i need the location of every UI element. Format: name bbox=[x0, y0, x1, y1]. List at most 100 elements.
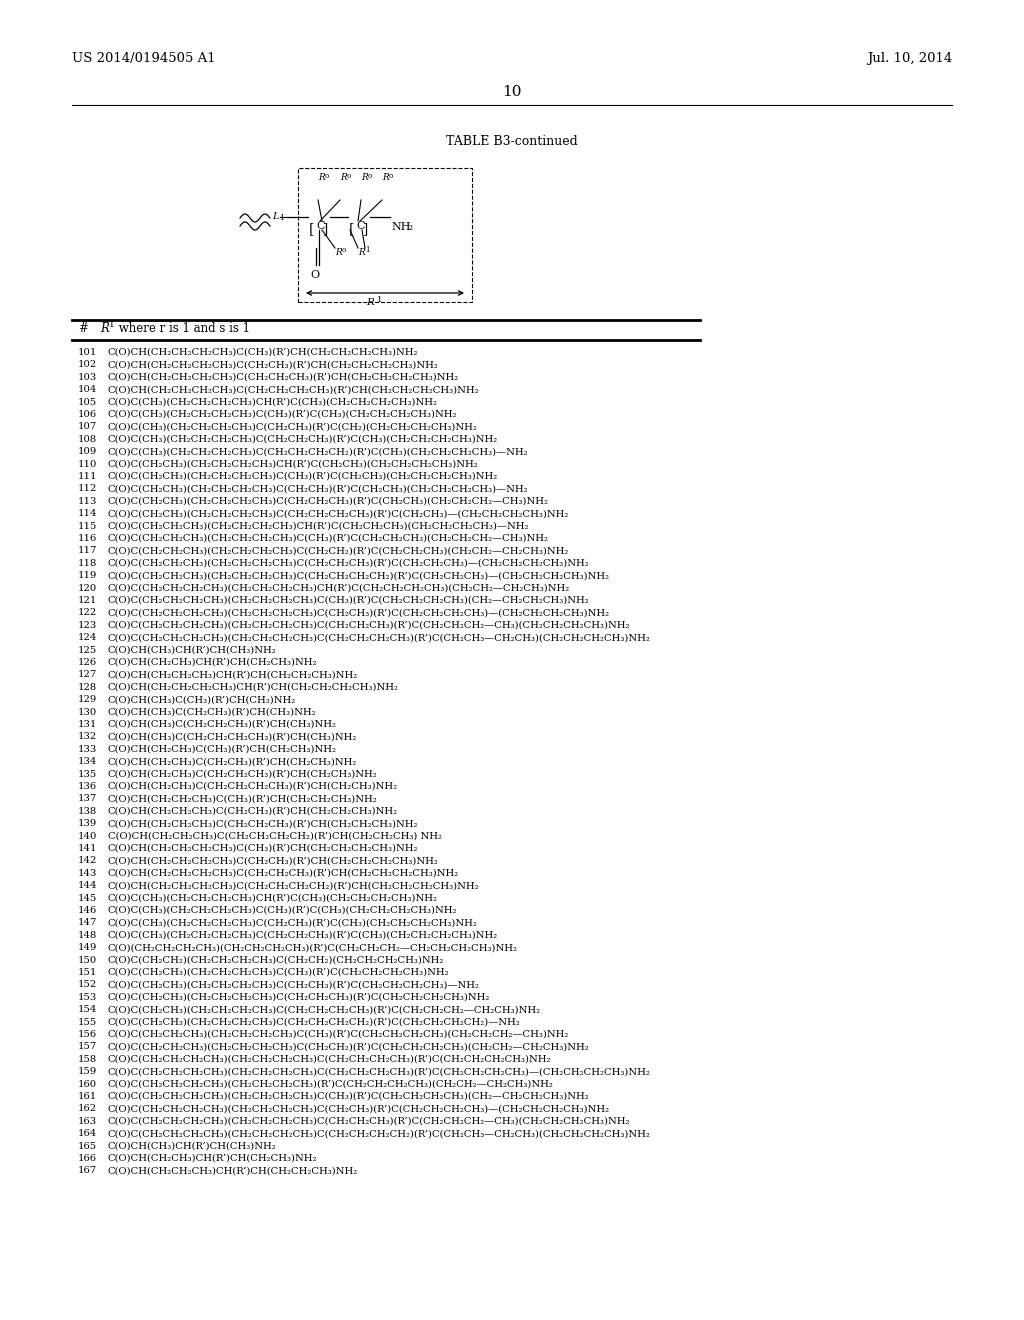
Text: C(O)C(CH₃)(CH₂CH₂CH₂CH₃)C(CH₃)(R’)C(CH₃)(CH₂CH₂CH₂CH₃)NH₂: C(O)C(CH₃)(CH₂CH₂CH₂CH₃)C(CH₃)(R’)C(CH₃)… bbox=[108, 906, 458, 915]
Text: 115: 115 bbox=[78, 521, 97, 531]
Text: ]: ] bbox=[362, 222, 369, 236]
Text: C(O)CH(CH₂CH₂CH₃)C(CH₂CH₂CH₃)(R’)CH(CH₂CH₂CH₃)NH₂: C(O)CH(CH₂CH₂CH₃)C(CH₂CH₂CH₃)(R’)CH(CH₂C… bbox=[108, 820, 419, 828]
Text: C(O)C(CH₂CH₃)(CH₂CH₂CH₂CH₃)C(CH₂CH₃)(R’)C(CH₂CH₃)(CH₂CH₂CH₂CH₃)—NH₂: C(O)C(CH₂CH₃)(CH₂CH₂CH₂CH₃)C(CH₂CH₃)(R’)… bbox=[108, 484, 528, 494]
Text: R: R bbox=[318, 173, 325, 182]
Text: C: C bbox=[356, 220, 365, 231]
Text: C(O)C(CH₂CH₂CH₂CH₃)(CH₂CH₂CH₂CH₃)C(CH₂CH₂CH₃)(R’)C(CH₂CH₂CH₂—CH₃)(CH₂CH₂CH₂CH₃)N: C(O)C(CH₂CH₂CH₂CH₃)(CH₂CH₂CH₂CH₃)C(CH₂CH… bbox=[108, 1117, 631, 1126]
Text: 152: 152 bbox=[78, 981, 97, 990]
Text: 142: 142 bbox=[78, 857, 97, 866]
Text: 114: 114 bbox=[78, 510, 97, 519]
Text: 103: 103 bbox=[78, 372, 97, 381]
Text: C(O)C(CH₂CH₂CH₃)(CH₂CH₂CH₂CH₃)C(CH₃)(R’)C(CH₂CH₂CH₃)(CH₂CH₂CH₂—CH₃)NH₂: C(O)C(CH₂CH₂CH₃)(CH₂CH₂CH₂CH₃)C(CH₃)(R’)… bbox=[108, 535, 549, 543]
Text: C(O)C(CH₂CH₂CH₂CH₃)(CH₂CH₂CH₂CH₃)C(CH₂CH₂CH₂CH₃)(R’)C(CH₂CH₃—CH₂CH₃)(CH₂CH₂CH₂CH: C(O)C(CH₂CH₂CH₂CH₃)(CH₂CH₂CH₂CH₃)C(CH₂CH… bbox=[108, 634, 651, 643]
Text: C(O)C(CH₂CH₂CH₂CH₃)(CH₂CH₂CH₂CH₃)C(CH₂CH₃)(R’)C(CH₂CH₂CH₂CH₃)—(CH₂CH₂CH₂CH₃)NH₂: C(O)C(CH₂CH₂CH₂CH₃)(CH₂CH₂CH₂CH₃)C(CH₂CH… bbox=[108, 609, 610, 618]
Text: 139: 139 bbox=[78, 820, 97, 828]
Text: C(O)C(CH₂CH₃)(CH₂CH₂CH₂CH₃)C(CH₃)(R’)C(CH₂CH₂CH₂CH₃)NH₂: C(O)C(CH₂CH₃)(CH₂CH₂CH₂CH₃)C(CH₃)(R’)C(C… bbox=[108, 968, 450, 977]
Text: C(O)CH(CH₂CH₃)C(CH₂CH₂CH₂CH₃)(R’)CH(CH₂CH₃)NH₂: C(O)CH(CH₂CH₃)C(CH₂CH₂CH₂CH₃)(R’)CH(CH₂C… bbox=[108, 781, 398, 791]
Text: 149: 149 bbox=[78, 944, 97, 952]
Text: C(O)CH(CH₃)C(CH₂CH₃)(R’)CH(CH₃)NH₂: C(O)CH(CH₃)C(CH₂CH₃)(R’)CH(CH₃)NH₂ bbox=[108, 708, 316, 717]
Text: 119: 119 bbox=[78, 572, 97, 581]
Text: 1: 1 bbox=[365, 246, 370, 253]
Text: C(O)CH(CH₂CH₂CH₂CH₃)C(CH₃)(R’)CH(CH₂CH₂CH₂CH₃)NH₂: C(O)CH(CH₂CH₂CH₂CH₃)C(CH₃)(R’)CH(CH₂CH₂C… bbox=[108, 348, 419, 356]
Text: C(O)CH(CH₂CH₂CH₂CH₃)C(CH₂CH₂CH₂CH₂)(R’)CH(CH₂CH₂CH₂CH₃)NH₂: C(O)CH(CH₂CH₂CH₂CH₃)C(CH₂CH₂CH₂CH₂)(R’)C… bbox=[108, 882, 479, 890]
Text: 102: 102 bbox=[78, 360, 97, 370]
Text: R: R bbox=[358, 248, 365, 257]
Text: 109: 109 bbox=[78, 447, 97, 457]
Text: C(O)C(CH₂CH₂CH₂CH₃)(CH₂CH₂CH₂CH₃)C(CH₂CH₃)(R’)C(CH₂CH₂CH₂CH₃)—(CH₂CH₂CH₂CH₃)NH₂: C(O)C(CH₂CH₂CH₂CH₃)(CH₂CH₂CH₂CH₃)C(CH₂CH… bbox=[108, 1105, 610, 1113]
Text: C(O)C(CH₂CH₃)(CH₂CH₂CH₂CH₃)C(CH₂CH₂CH₃)(R’)C(CH₂CH₂CH₂CH₃)NH₂: C(O)C(CH₂CH₃)(CH₂CH₂CH₂CH₃)C(CH₂CH₂CH₃)(… bbox=[108, 993, 490, 1002]
Text: 126: 126 bbox=[78, 657, 97, 667]
Text: 134: 134 bbox=[78, 758, 97, 766]
Text: C(O)C(CH₂CH₂CH₂CH₃)(CH₂CH₂CH₂CH₃)C(CH₂CH₂CH₂CH₃)(R’)C(CH₂CH₂CH₂CH₃)NH₂: C(O)C(CH₂CH₂CH₂CH₃)(CH₂CH₂CH₂CH₃)C(CH₂CH… bbox=[108, 1055, 552, 1064]
Text: 111: 111 bbox=[78, 473, 97, 480]
Text: C(O)CH(CH₃)CH(R’)CH(CH₃)NH₂: C(O)CH(CH₃)CH(R’)CH(CH₃)NH₂ bbox=[108, 1142, 276, 1151]
Text: C(O)C(CH₃)(CH₂CH₂CH₂CH₃)CH(R’)C(CH₃)(CH₂CH₂CH₂CH₃)NH₂: C(O)C(CH₃)(CH₂CH₂CH₂CH₃)CH(R’)C(CH₃)(CH₂… bbox=[108, 397, 438, 407]
Text: 144: 144 bbox=[78, 882, 97, 890]
Text: 165: 165 bbox=[78, 1142, 97, 1151]
Text: C(O)CH(CH₂CH₂CH₂CH₃)C(CH₂CH₃)(R’)CH(CH₂CH₂CH₂CH₃)NH₂: C(O)CH(CH₂CH₂CH₂CH₃)C(CH₂CH₃)(R’)CH(CH₂C… bbox=[108, 360, 439, 370]
Text: C(O)CH(CH₂CH₂CH₂CH₃)C(CH₂CH₂CH₃)(R’)CH(CH₂CH₂CH₂CH₃)NH₂: C(O)CH(CH₂CH₂CH₂CH₃)C(CH₂CH₂CH₃)(R’)CH(C… bbox=[108, 869, 459, 878]
Text: [: [ bbox=[309, 222, 314, 236]
Text: where r is 1 and s is 1: where r is 1 and s is 1 bbox=[115, 322, 250, 335]
Text: 130: 130 bbox=[78, 708, 97, 717]
Text: C(O)C(CH₂CH₂CH₃)(CH₂CH₂CH₂CH₃)C(CH₂CH₂CH₃)(R’)C(CH₂CH₂CH₃)—(CH₂CH₂CH₂CH₃)NH₂: C(O)C(CH₂CH₂CH₃)(CH₂CH₂CH₂CH₃)C(CH₂CH₂CH… bbox=[108, 558, 590, 568]
Text: 125: 125 bbox=[78, 645, 97, 655]
Text: 160: 160 bbox=[78, 1080, 97, 1089]
Text: 1: 1 bbox=[377, 296, 382, 304]
Text: C(O)CH(CH₂CH₃)C(CH₂CH₂CH₃)(R’)CH(CH₂CH₃)NH₂: C(O)CH(CH₂CH₃)C(CH₂CH₂CH₃)(R’)CH(CH₂CH₃)… bbox=[108, 770, 378, 779]
Text: C(O)C(CH₂CH₂CH₃)(CH₂CH₂CH₂CH₃)C(CH₃)(R’)C(CH₂CH₂CH₂CH₃)(CH₂CH₂CH₂—CH₃)NH₂: C(O)C(CH₂CH₂CH₃)(CH₂CH₂CH₂CH₃)C(CH₃)(R’)… bbox=[108, 1030, 569, 1039]
Text: 2: 2 bbox=[407, 224, 413, 232]
Text: C(O)CH(CH₂CH₂CH₂CH₃)C(CH₂CH₂CH₂CH₃)(R’)CH(CH₂CH₂CH₂CH₃)NH₂: C(O)CH(CH₂CH₂CH₂CH₃)C(CH₂CH₂CH₂CH₃)(R’)C… bbox=[108, 385, 479, 395]
Text: C: C bbox=[316, 220, 325, 231]
Text: R: R bbox=[100, 322, 109, 335]
Text: 113: 113 bbox=[78, 496, 97, 506]
Text: 10: 10 bbox=[502, 84, 522, 99]
Text: US 2014/0194505 A1: US 2014/0194505 A1 bbox=[72, 51, 216, 65]
Text: C(O)C(CH₂CH₂CH₃)(CH₂CH₂CH₂CH₃)C(CH₂CH₂)(R’)C(CH₂CH₂CH₂CH₃)(CH₂CH₂—CH₂CH₃)NH₂: C(O)C(CH₂CH₂CH₃)(CH₂CH₂CH₂CH₃)C(CH₂CH₂)(… bbox=[108, 1043, 590, 1052]
Text: 105: 105 bbox=[78, 397, 97, 407]
Text: C(O)CH(CH₂CH₃)CH(R’)CH(CH₂CH₃)NH₂: C(O)CH(CH₂CH₃)CH(R’)CH(CH₂CH₃)NH₂ bbox=[108, 1154, 317, 1163]
Text: 159: 159 bbox=[78, 1067, 97, 1076]
Text: C(O)CH(CH₂CH₂CH₃)C(CH₂CH₃)(R’)CH(CH₂CH₂CH₃)NH₂: C(O)CH(CH₂CH₂CH₃)C(CH₂CH₃)(R’)CH(CH₂CH₂C… bbox=[108, 807, 398, 816]
Text: #: # bbox=[78, 322, 88, 335]
Text: o: o bbox=[325, 172, 330, 180]
Text: 162: 162 bbox=[78, 1105, 97, 1113]
Text: C(O)C(CH₂CH₂CH₃)(CH₂CH₂CH₂CH₃)CH(R’)C(CH₂CH₂CH₃)(CH₂CH₂CH₂CH₃)—NH₂: C(O)C(CH₂CH₂CH₃)(CH₂CH₂CH₂CH₃)CH(R’)C(CH… bbox=[108, 521, 529, 531]
Text: 161: 161 bbox=[78, 1092, 97, 1101]
Text: R: R bbox=[335, 248, 342, 257]
Text: 101: 101 bbox=[78, 348, 97, 356]
Text: C(O)(CH₂CH₂CH₂CH₃)(CH₂CH₂CH₂CH₃)(R’)C(CH₂CH₂CH₂—CH₂CH₂CH₂CH₃)NH₂: C(O)(CH₂CH₂CH₂CH₃)(CH₂CH₂CH₂CH₃)(R’)C(CH… bbox=[108, 944, 518, 952]
Text: O: O bbox=[310, 271, 319, 280]
Text: 158: 158 bbox=[78, 1055, 97, 1064]
Text: 128: 128 bbox=[78, 682, 97, 692]
Text: 136: 136 bbox=[78, 781, 97, 791]
Text: C(O)C(CH₃)(CH₂CH₂CH₂CH₃)C(CH₂CH₃)(R’)C(CH₂)(CH₂CH₂CH₂CH₃)NH₂: C(O)C(CH₃)(CH₂CH₂CH₂CH₃)C(CH₂CH₃)(R’)C(C… bbox=[108, 422, 478, 432]
Text: C(O)CH(CH₂CH₂CH₃)C(CH₂CH₂CH₂CH₂)(R’)CH(CH₂CH₂CH₃) NH₂: C(O)CH(CH₂CH₂CH₃)C(CH₂CH₂CH₂CH₂)(R’)CH(C… bbox=[108, 832, 442, 841]
Text: C(O)CH(CH₃)C(CH₂CH₂CH₂CH₃)(R’)CH(CH₃)NH₂: C(O)CH(CH₃)C(CH₂CH₂CH₂CH₃)(R’)CH(CH₃)NH₂ bbox=[108, 733, 357, 742]
Text: 133: 133 bbox=[78, 744, 97, 754]
Text: o: o bbox=[368, 172, 373, 180]
Text: 151: 151 bbox=[78, 968, 97, 977]
Text: 153: 153 bbox=[78, 993, 97, 1002]
Text: 163: 163 bbox=[78, 1117, 97, 1126]
Text: 120: 120 bbox=[78, 583, 97, 593]
Text: C(O)C(CH₂CH₃)(CH₂CH₂CH₂CH₃)C(CH₂CH₂CH₂CH₃)(R’)C(CH₂CH₂CH₂—CH₂CH₃)NH₂: C(O)C(CH₂CH₃)(CH₂CH₂CH₂CH₃)C(CH₂CH₂CH₂CH… bbox=[108, 1006, 541, 1014]
Text: 118: 118 bbox=[78, 558, 97, 568]
Text: 150: 150 bbox=[78, 956, 97, 965]
Text: 132: 132 bbox=[78, 733, 97, 742]
Text: 127: 127 bbox=[78, 671, 97, 680]
Text: 154: 154 bbox=[78, 1006, 97, 1014]
Text: 124: 124 bbox=[78, 634, 97, 643]
Text: 164: 164 bbox=[78, 1129, 97, 1138]
Text: 107: 107 bbox=[78, 422, 97, 432]
Text: ]: ] bbox=[323, 222, 329, 236]
Text: C(O)C(CH₂CH₂CH₂CH₃)(CH₂CH₂CH₂CH₃)C(CH₃)(R’)C(CH₂CH₂CH₂CH₃)(CH₂—CH₂CH₂CH₃)NH₂: C(O)C(CH₂CH₂CH₂CH₃)(CH₂CH₂CH₂CH₃)C(CH₃)(… bbox=[108, 1092, 590, 1101]
Bar bbox=[298, 168, 472, 302]
Text: 116: 116 bbox=[78, 535, 97, 543]
Text: Jul. 10, 2014: Jul. 10, 2014 bbox=[866, 51, 952, 65]
Text: 166: 166 bbox=[78, 1154, 97, 1163]
Text: 108: 108 bbox=[78, 434, 97, 444]
Text: C(O)C(CH₂CH₂CH₂CH₃)(CH₂CH₂CH₂CH₃)(R’)C(CH₂CH₂CH₂CH₃)(CH₂CH₂—CH₂CH₃)NH₂: C(O)C(CH₂CH₂CH₂CH₃)(CH₂CH₂CH₂CH₃)(R’)C(C… bbox=[108, 1080, 554, 1089]
Text: C(O)CH(CH₂CH₂CH₂CH₃)C(CH₂CH₂CH₃)(R’)CH(CH₂CH₂CH₂CH₃)NH₂: C(O)CH(CH₂CH₂CH₂CH₃)C(CH₂CH₂CH₃)(R’)CH(C… bbox=[108, 372, 459, 381]
Text: 146: 146 bbox=[78, 906, 97, 915]
